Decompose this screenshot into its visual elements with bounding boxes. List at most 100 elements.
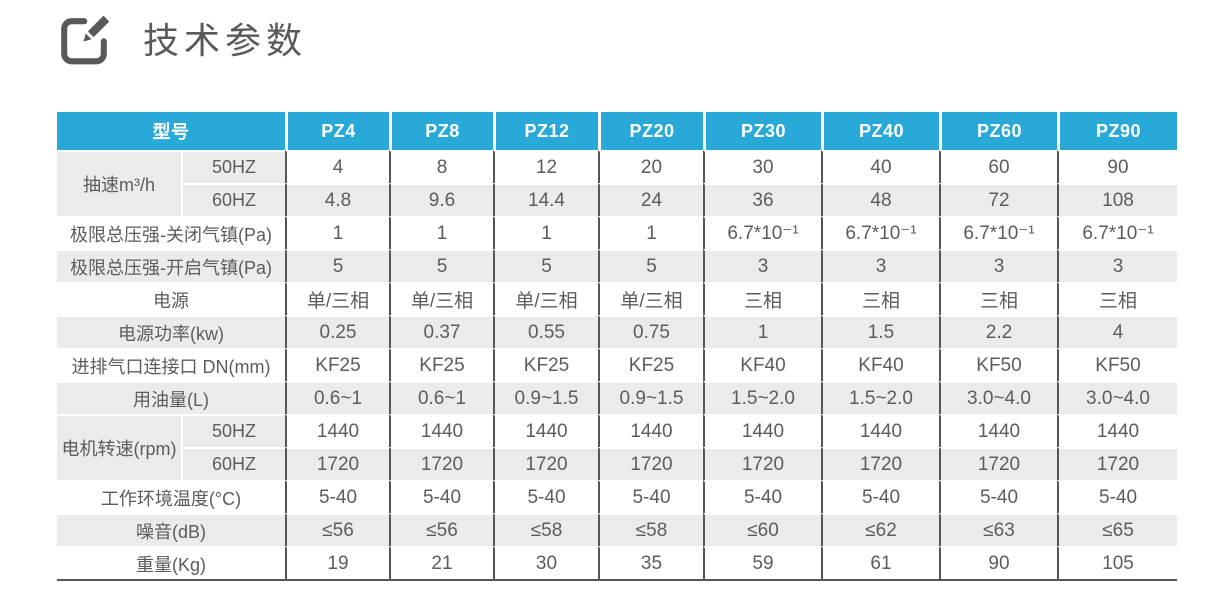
value-cell: 3 [1057, 249, 1177, 282]
table-row: 噪音(dB) ≤56 ≤56 ≤58 ≤58 ≤60 ≤62 ≤63 ≤65 [57, 513, 1177, 546]
value-cell: 1 [493, 216, 598, 249]
value-cell: 1440 [389, 414, 493, 447]
model-header: PZ4 [285, 112, 389, 150]
value-cell: 三相 [939, 282, 1057, 315]
row-label: 电源 [57, 282, 285, 315]
value-cell: 单/三相 [389, 282, 493, 315]
value-cell: 5-40 [939, 480, 1057, 513]
value-cell: 61 [821, 546, 939, 581]
model-header: PZ12 [493, 112, 598, 150]
value-cell: ≤56 [389, 513, 493, 546]
value-cell: 1720 [598, 447, 703, 480]
value-cell: 5-40 [389, 480, 493, 513]
model-header: PZ30 [703, 112, 821, 150]
value-cell: 5-40 [821, 480, 939, 513]
value-cell: 1440 [939, 414, 1057, 447]
value-cell: 三相 [703, 282, 821, 315]
row-sublabel: 50HZ [181, 414, 285, 447]
value-cell: ≤58 [493, 513, 598, 546]
value-cell: 3.0~4.0 [939, 381, 1057, 414]
value-cell: 1720 [1057, 447, 1177, 480]
value-cell: 1440 [285, 414, 389, 447]
value-cell: KF25 [285, 348, 389, 381]
value-cell: 0.9~1.5 [598, 381, 703, 414]
value-cell: 6.7*10⁻¹ [939, 216, 1057, 249]
model-header: PZ20 [598, 112, 703, 150]
model-header: PZ90 [1057, 112, 1177, 150]
value-cell: 单/三相 [598, 282, 703, 315]
table-body: 抽速m³/h 50HZ 4 8 12 20 30 40 60 90 60HZ 4.8 9.6 14.4 24… [57, 150, 1177, 581]
value-cell: KF25 [493, 348, 598, 381]
value-cell: 1440 [598, 414, 703, 447]
value-cell: ≤58 [598, 513, 703, 546]
row-label: 工作环境温度(°C) [57, 480, 285, 513]
value-cell: 6.7*10⁻¹ [1057, 216, 1177, 249]
value-cell: 单/三相 [493, 282, 598, 315]
row-label: 噪音(dB) [57, 513, 285, 546]
value-cell: 14.4 [493, 183, 598, 216]
value-cell: 1720 [821, 447, 939, 480]
value-cell: 1.5~2.0 [821, 381, 939, 414]
value-cell: KF40 [703, 348, 821, 381]
value-cell: 1720 [389, 447, 493, 480]
table-row: 用油量(L) 0.6~1 0.6~1 0.9~1.5 0.9~1.5 1.5~2.0 1.5… [57, 381, 1177, 414]
row-label: 进排气口连接口 DN(mm) [57, 348, 285, 381]
value-cell: 3 [821, 249, 939, 282]
value-cell: 21 [389, 546, 493, 581]
table-row: 极限总压强-开启气镇(Pa) 5 5 5 5 3 3 3 3 [57, 249, 1177, 282]
row-sublabel: 50HZ [181, 150, 285, 183]
value-cell: 24 [598, 183, 703, 216]
corner-header: 型号 [57, 112, 285, 150]
value-cell: 8 [389, 150, 493, 183]
value-cell: 0.75 [598, 315, 703, 348]
value-cell: 12 [493, 150, 598, 183]
value-cell: 单/三相 [285, 282, 389, 315]
value-cell: 35 [598, 546, 703, 581]
value-cell: KF25 [598, 348, 703, 381]
value-cell: 1720 [703, 447, 821, 480]
value-cell: 1 [703, 315, 821, 348]
value-cell: 0.9~1.5 [493, 381, 598, 414]
table-row: 工作环境温度(°C) 5-40 5-40 5-40 5-40 5-40 5-40 5-40 5-… [57, 480, 1177, 513]
value-cell: 三相 [821, 282, 939, 315]
table-row: 电机转速(rpm) 50HZ 1440 1440 1440 1440 1440 1440 144… [57, 414, 1177, 480]
value-cell: 4 [1057, 315, 1177, 348]
table-row: 60HZ 1720 1720 1720 1720 1720 1720 1720 1720 [57, 447, 1177, 480]
model-header: PZ40 [821, 112, 939, 150]
row-sublabel: 60HZ [181, 183, 285, 216]
value-cell: 1 [285, 216, 389, 249]
row-label: 电源功率(kw) [57, 315, 285, 348]
value-cell: KF25 [389, 348, 493, 381]
value-cell: 6.7*10⁻¹ [821, 216, 939, 249]
value-cell: 48 [821, 183, 939, 216]
table-row: 电源 单/三相 单/三相 单/三相 单/三相 三相 三相 三相 三相 [57, 282, 1177, 315]
value-cell: ≤63 [939, 513, 1057, 546]
value-cell: 0.6~1 [389, 381, 493, 414]
value-cell: 1.5 [821, 315, 939, 348]
value-cell: 90 [939, 546, 1057, 581]
value-cell: 90 [1057, 150, 1177, 183]
value-cell: 1440 [703, 414, 821, 447]
value-cell: 6.7*10⁻¹ [703, 216, 821, 249]
table-row: 进排气口连接口 DN(mm) KF25 KF25 KF25 KF25 KF40 KF40 KF… [57, 348, 1177, 381]
row-label: 用油量(L) [57, 381, 285, 414]
value-cell: 1 [598, 216, 703, 249]
value-cell: 105 [1057, 546, 1177, 581]
value-cell: 59 [703, 546, 821, 581]
value-cell: 19 [285, 546, 389, 581]
value-cell: 1720 [939, 447, 1057, 480]
value-cell: ≤65 [1057, 513, 1177, 546]
row-group-label: 电机转速(rpm) [57, 414, 181, 480]
value-cell: 三相 [1057, 282, 1177, 315]
value-cell: 3.0~4.0 [1057, 381, 1177, 414]
value-cell: 3 [703, 249, 821, 282]
value-cell: ≤62 [821, 513, 939, 546]
value-cell: 30 [493, 546, 598, 581]
value-cell: 0.55 [493, 315, 598, 348]
value-cell: 1440 [493, 414, 598, 447]
value-cell: 4.8 [285, 183, 389, 216]
value-cell: 1720 [493, 447, 598, 480]
model-header: PZ60 [939, 112, 1057, 150]
value-cell: KF40 [821, 348, 939, 381]
row-group-label: 抽速m³/h [57, 150, 181, 216]
